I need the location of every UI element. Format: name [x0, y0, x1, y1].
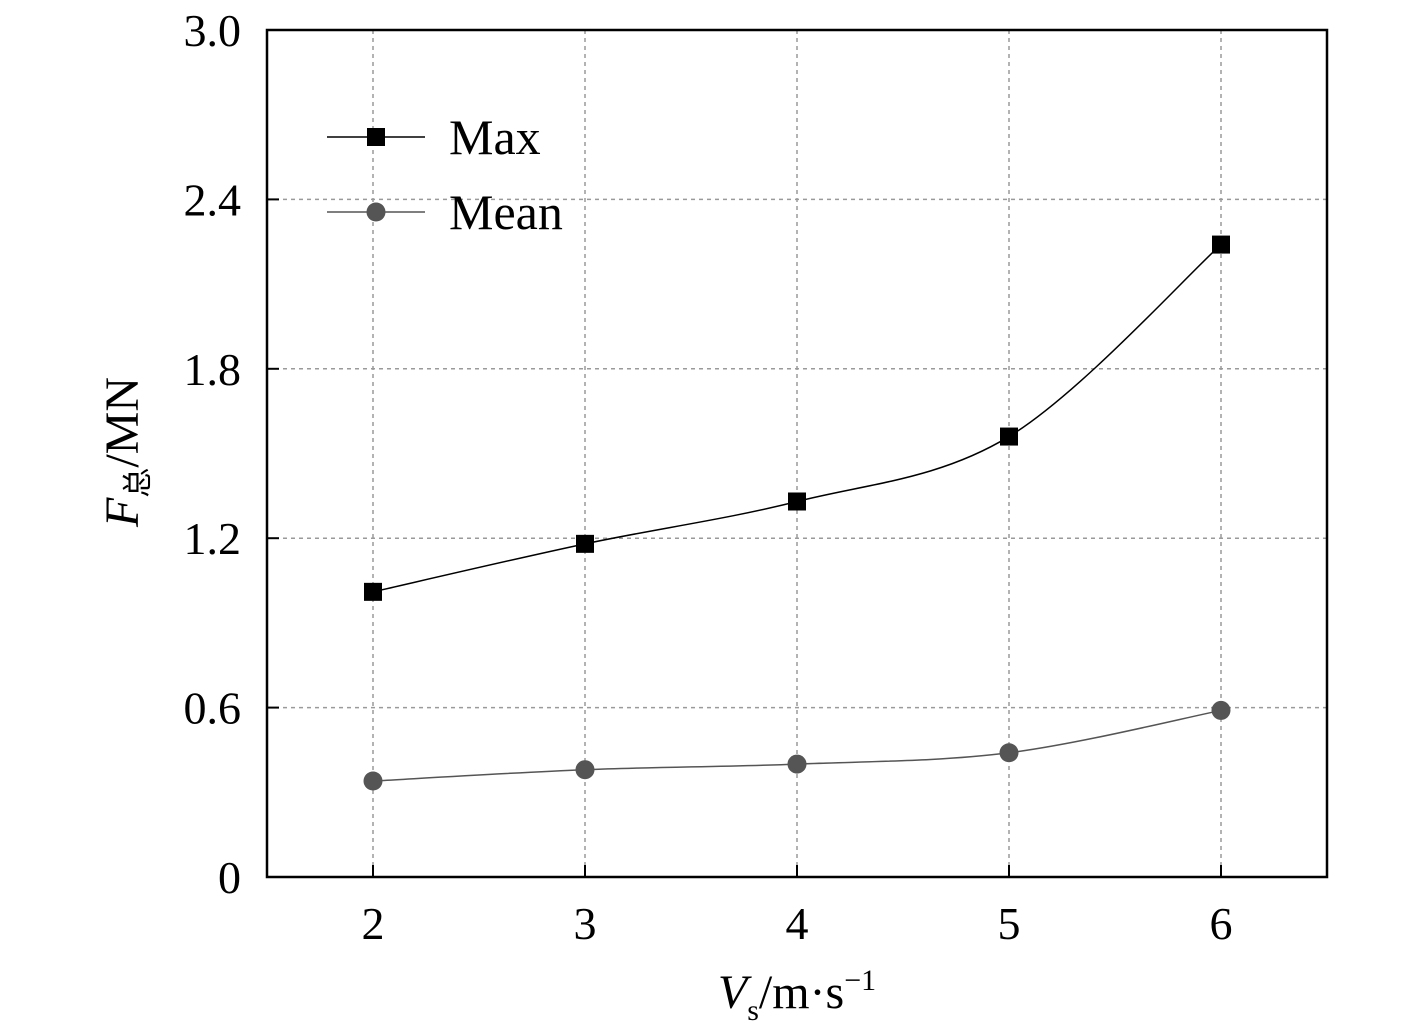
marker-max-6	[1212, 235, 1230, 254]
x-tick-label-4: 4	[786, 898, 809, 949]
x-tick-label-6: 6	[1210, 898, 1233, 949]
x-tick-labels: 2 3 4 5 6	[362, 898, 1233, 949]
marker-mean-6	[1211, 700, 1231, 720]
legend-label-max: Max	[449, 109, 541, 165]
marker-mean-5	[999, 743, 1019, 763]
grid-lines	[267, 30, 1327, 877]
marker-max-2	[364, 582, 382, 601]
x-tick-label-2: 2	[362, 898, 385, 949]
marker-max-4	[788, 492, 806, 511]
legend-marker-max	[367, 128, 385, 146]
y-tick-label-0: 0	[218, 852, 241, 903]
x-axis-title: Vs/m·s−1	[718, 964, 876, 1027]
x-axis-title-main: V	[718, 966, 752, 1019]
y-tick-label-3: 1.8	[184, 344, 242, 395]
marker-max-3	[576, 534, 594, 553]
y-tick-label-2: 1.2	[184, 513, 242, 564]
axis-ticks	[267, 29, 1222, 878]
series-markers	[363, 235, 1231, 791]
y-axis-title-main: F	[96, 497, 149, 528]
legend-label-mean: Mean	[449, 184, 563, 240]
y-axis-title-unit: /MN	[96, 377, 149, 468]
legend-marker-mean	[366, 202, 386, 222]
y-axis-title: F总/MN	[96, 377, 155, 528]
legend: Max Mean	[327, 109, 563, 240]
y-tick-label-5: 3.0	[184, 5, 242, 56]
marker-mean-4	[787, 754, 807, 774]
marker-max-5	[1000, 427, 1018, 446]
y-tick-label-4: 2.4	[184, 174, 242, 225]
x-tick-label-5: 5	[998, 898, 1021, 949]
x-tick-label-3: 3	[574, 898, 597, 949]
x-axis-title-superscript: −1	[844, 964, 876, 997]
marker-mean-2	[363, 771, 383, 791]
plot-frame	[265, 28, 1329, 879]
marker-mean-3	[575, 760, 595, 780]
y-tick-label-1: 0.6	[184, 683, 242, 734]
y-tick-labels: 0 0.6 1.2 1.8 2.4 3.0	[184, 5, 242, 903]
y-axis-title-subscript: 总	[122, 468, 155, 498]
x-axis-title-subscript: s	[747, 994, 759, 1027]
x-axis-title-unit: /m·s	[759, 966, 844, 1019]
